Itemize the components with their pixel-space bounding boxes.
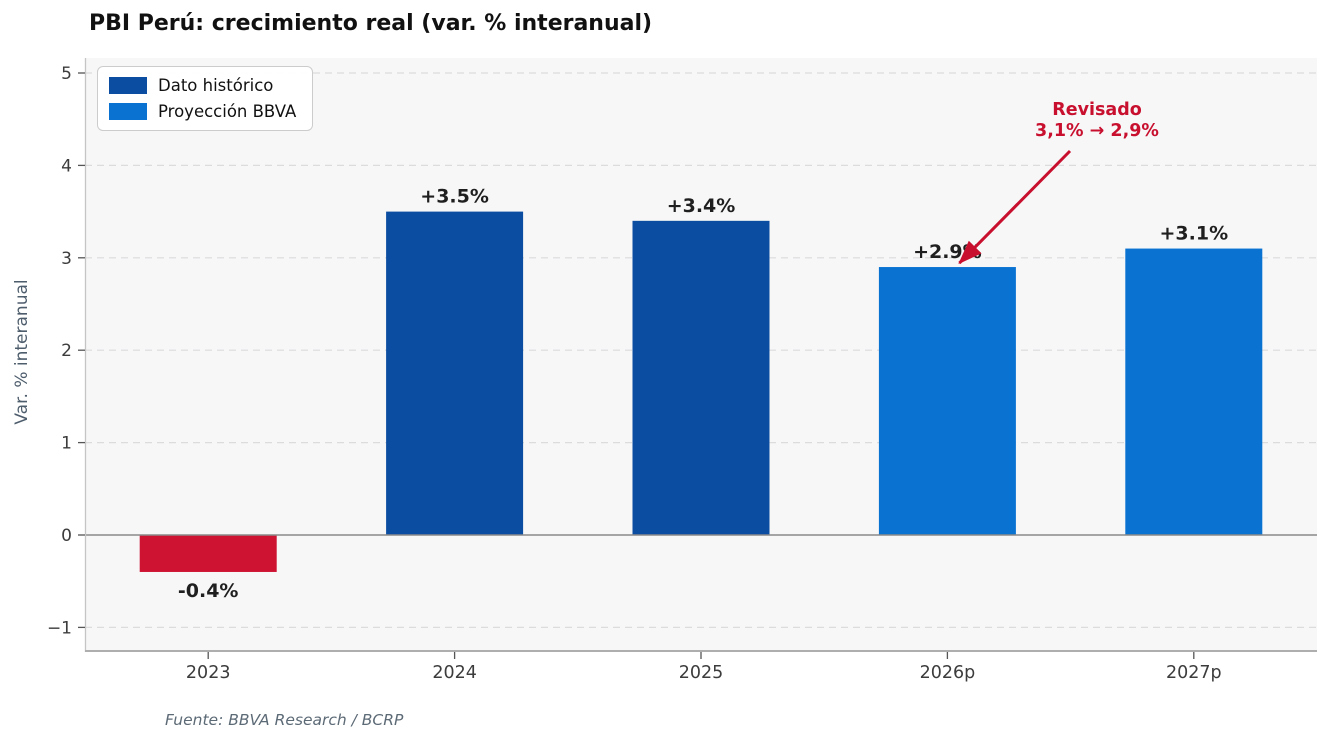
- legend: Dato histórico Proyección BBVA: [97, 66, 314, 131]
- x-tick-label-2026p: 2026p: [920, 663, 976, 683]
- bar-2027p: [1125, 248, 1263, 535]
- bar-2026p: [878, 267, 1016, 535]
- revision-arrow: [958, 149, 1072, 265]
- y-tick-label: 3: [61, 249, 72, 269]
- y-tick-label: 0: [61, 526, 72, 546]
- bar-2023: [139, 535, 277, 572]
- bar-value-label-2027p: +3.1%: [1159, 223, 1228, 245]
- annotation-change: 3,1% → 2,9%: [1035, 121, 1159, 141]
- y-axis-title: Var. % interanual: [12, 279, 32, 425]
- legend-label-historico: Dato histórico: [158, 76, 274, 95]
- y-tick-label: 5: [61, 64, 72, 84]
- bar-value-label-2024: +3.5%: [420, 186, 489, 208]
- legend-item-proyeccion: Proyección BBVA: [109, 102, 296, 121]
- bar-2025: [632, 220, 770, 535]
- y-tick-label: 2: [61, 341, 72, 361]
- annotation-title: Revisado: [1052, 100, 1142, 120]
- bar-2024: [386, 211, 524, 535]
- legend-label-proyeccion: Proyección BBVA: [158, 102, 297, 121]
- x-tick-label-2023: 2023: [186, 663, 231, 683]
- y-tick-label: 1: [61, 434, 72, 454]
- source-note: Fuente: BBVA Research / BCRP: [165, 711, 404, 729]
- x-tick-label-2027p: 2027p: [1166, 663, 1222, 683]
- x-tick-label-2024: 2024: [432, 663, 477, 683]
- y-tick-label: −1: [47, 618, 72, 638]
- revision-annotation: Revisado 3,1% → 2,9%: [1035, 100, 1159, 142]
- legend-swatch-proyeccion-icon: [109, 103, 147, 120]
- y-tick-label: 4: [61, 156, 72, 176]
- chart-title: PBI Perú: crecimiento real (var. % inter…: [89, 11, 653, 36]
- bar-value-label-2025: +3.4%: [667, 195, 736, 217]
- x-tick-label-2025: 2025: [679, 663, 724, 683]
- bar-value-label-2023: -0.4%: [178, 580, 239, 602]
- legend-item-historico: Dato histórico: [109, 76, 296, 95]
- legend-swatch-historico-icon: [109, 77, 147, 94]
